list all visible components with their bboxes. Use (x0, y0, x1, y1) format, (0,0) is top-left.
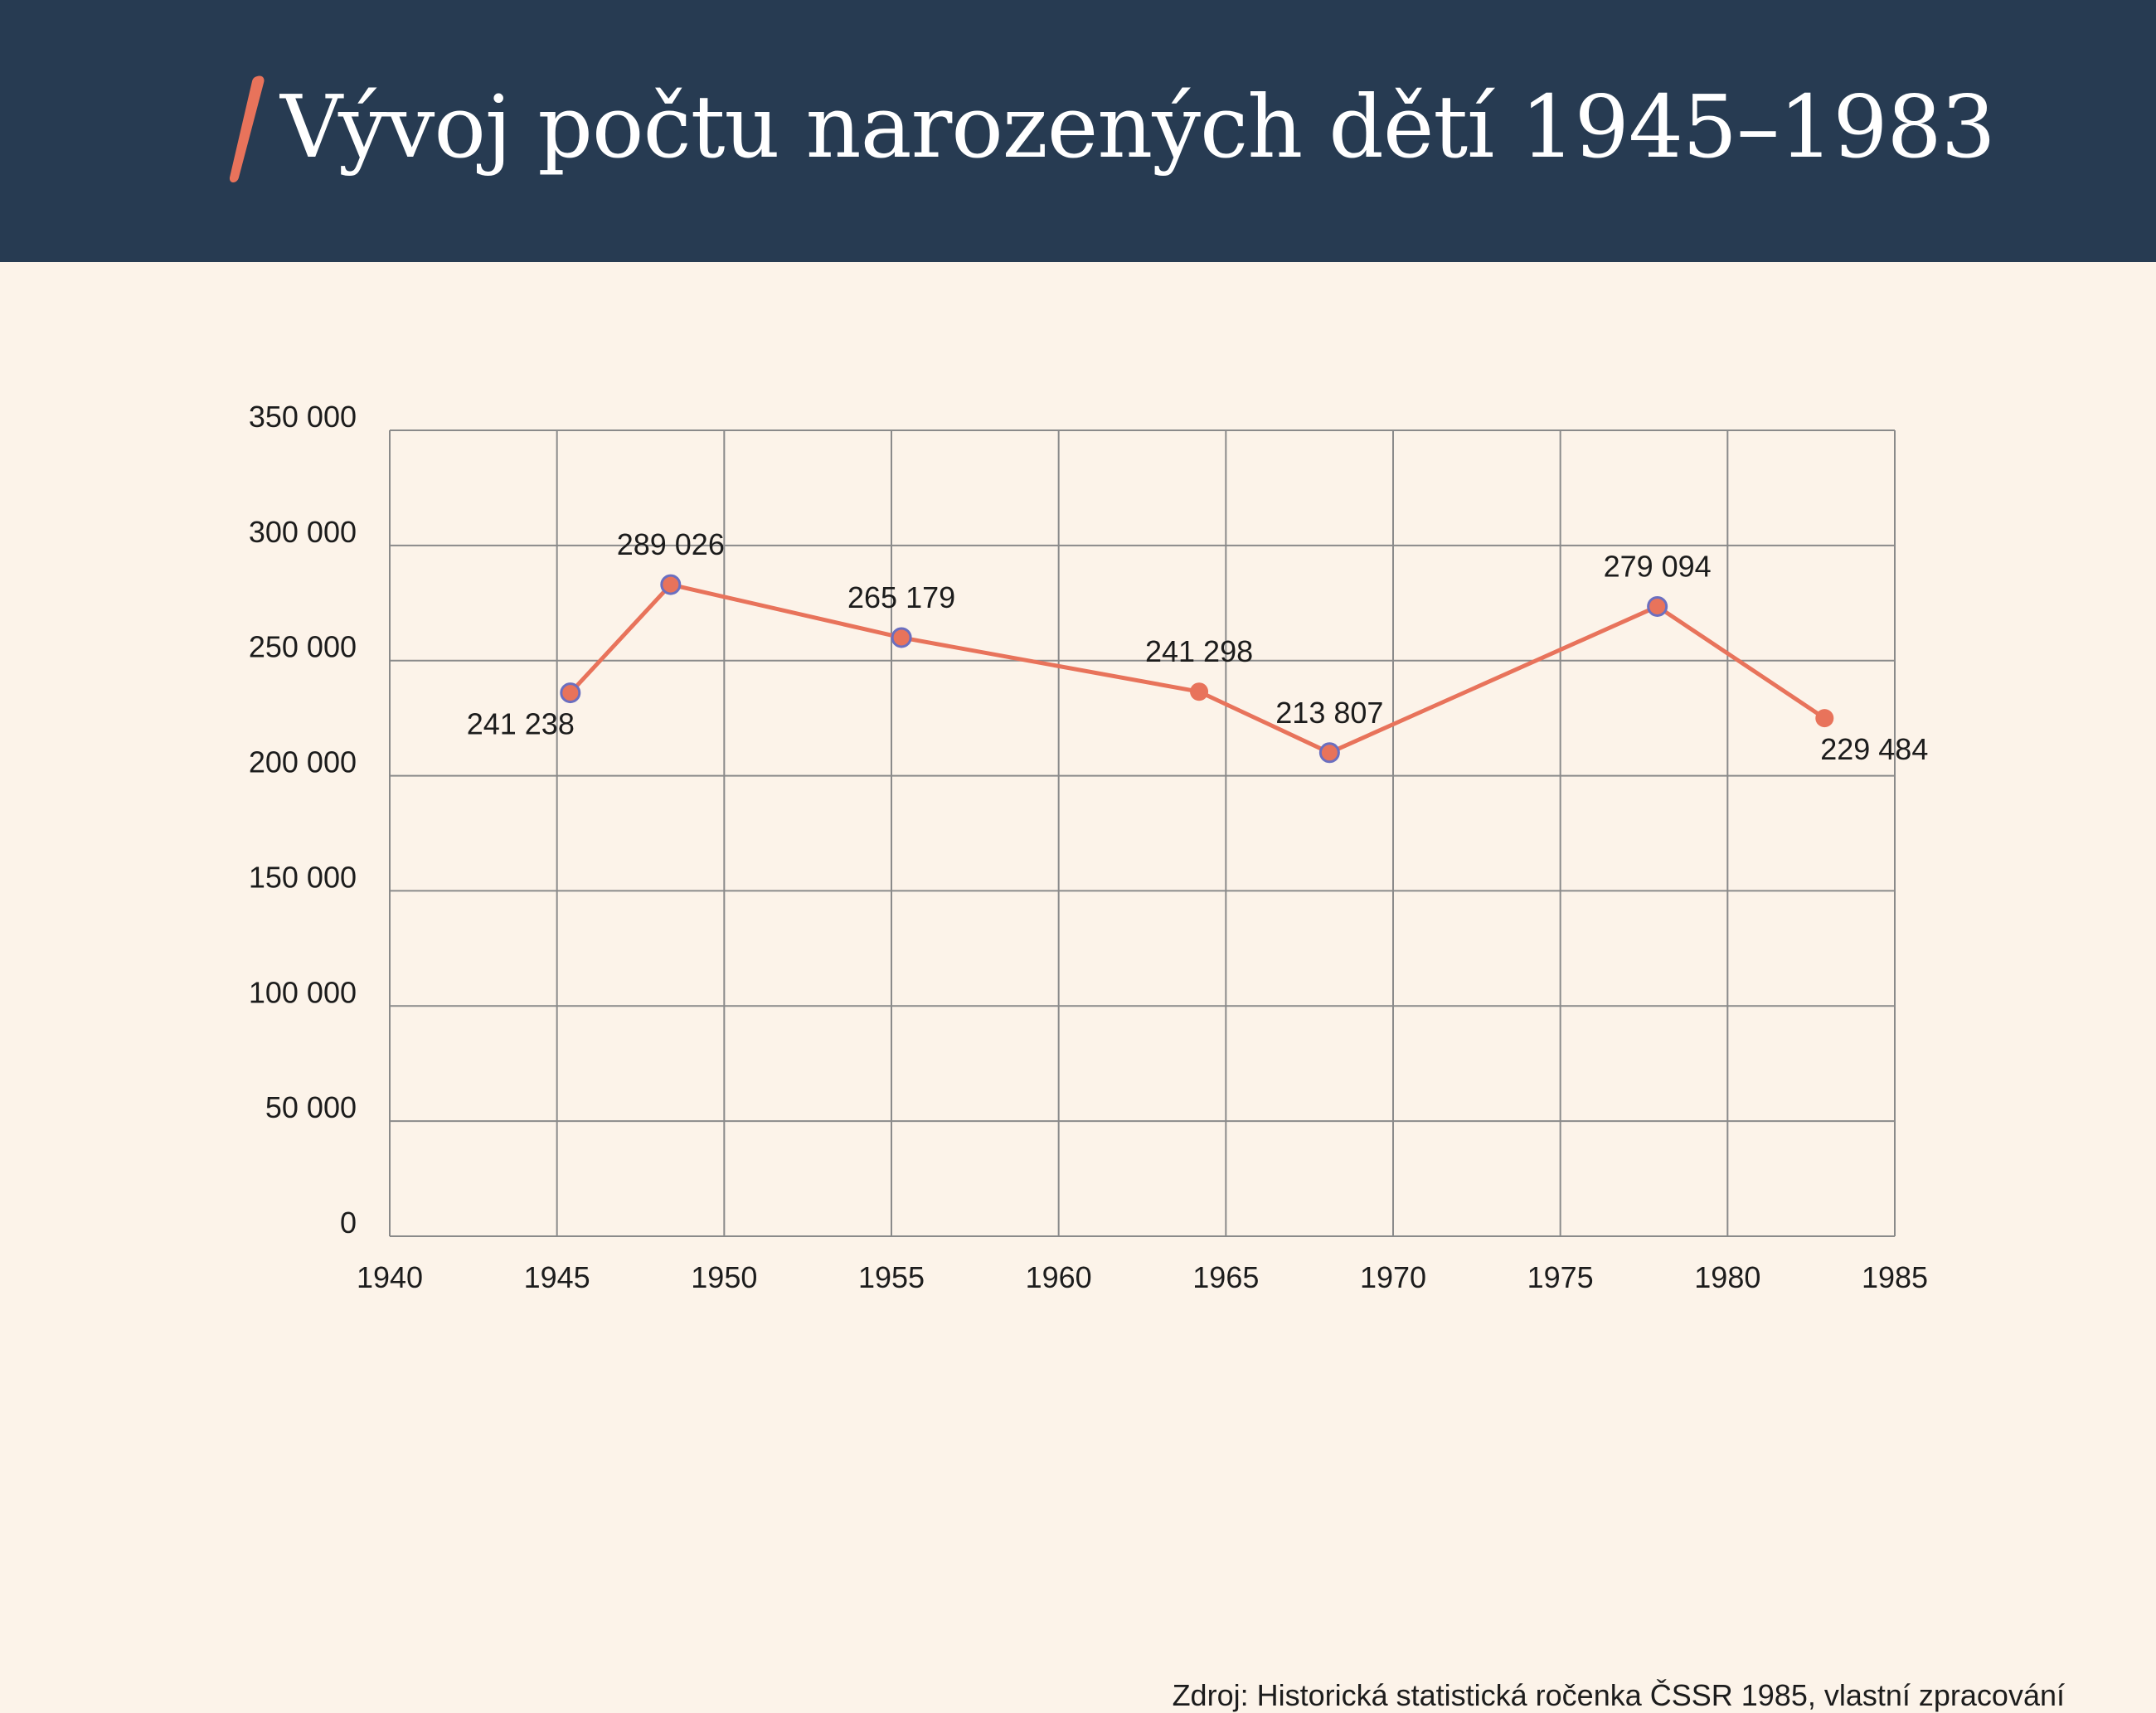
data-point-marker (1815, 709, 1834, 728)
data-label: 241 238 (467, 707, 575, 741)
x-tick-label: 1955 (858, 1260, 925, 1294)
y-tick-label: 350 000 (249, 400, 357, 434)
x-tick-label: 1975 (1527, 1260, 1594, 1294)
data-point-marker (660, 574, 682, 595)
y-tick-label: 0 (340, 1206, 357, 1240)
y-tick-label: 300 000 (249, 515, 357, 549)
x-tick-label: 1940 (357, 1260, 423, 1294)
x-tick-label: 1980 (1694, 1260, 1760, 1294)
data-label: 279 094 (1604, 549, 1712, 583)
data-label: 265 179 (847, 580, 955, 614)
x-tick-label: 1960 (1026, 1260, 1092, 1294)
chart-area: 1940 1945 1950 1955 1960 1965 1970 1975 1980 1985… (0, 262, 2156, 1712)
x-tick-label: 1985 (1862, 1260, 1928, 1294)
x-tick-label: 1950 (691, 1260, 757, 1294)
series-line (568, 582, 1826, 755)
x-tick-label: 1965 (1192, 1260, 1259, 1294)
birth-count-line-chart: 1940 1945 1950 1955 1960 1965 1970 1975 1980 1985… (249, 400, 1929, 1294)
data-label: 229 484 (1820, 732, 1928, 766)
y-tick-label: 150 000 (249, 860, 357, 894)
y-tick-label: 200 000 (249, 745, 357, 779)
data-point-marker (1647, 595, 1668, 617)
source-note: Zdroj: Historická statistická ročenka ČS… (1172, 1678, 2065, 1712)
data-point-marker (560, 682, 581, 704)
data-point-marker (891, 627, 912, 648)
accent-slash-icon (229, 75, 265, 183)
header-banner: Vývoj počtu narozených dětí 1945–1983 (0, 0, 2156, 262)
data-label: 213 807 (1275, 696, 1383, 730)
x-tick-label: 1945 (524, 1260, 590, 1294)
page-title: Vývoj počtu narozených dětí 1945–1983 (280, 76, 1996, 177)
data-point-marker (1318, 742, 1340, 764)
y-tick-label: 100 000 (249, 975, 357, 1009)
data-point-marker (1190, 682, 1209, 701)
data-label: 289 026 (617, 527, 725, 561)
x-tick-label: 1970 (1360, 1260, 1426, 1294)
y-tick-label: 50 000 (265, 1090, 357, 1124)
y-tick-label: 250 000 (249, 630, 357, 664)
data-label: 241 298 (1145, 634, 1253, 668)
